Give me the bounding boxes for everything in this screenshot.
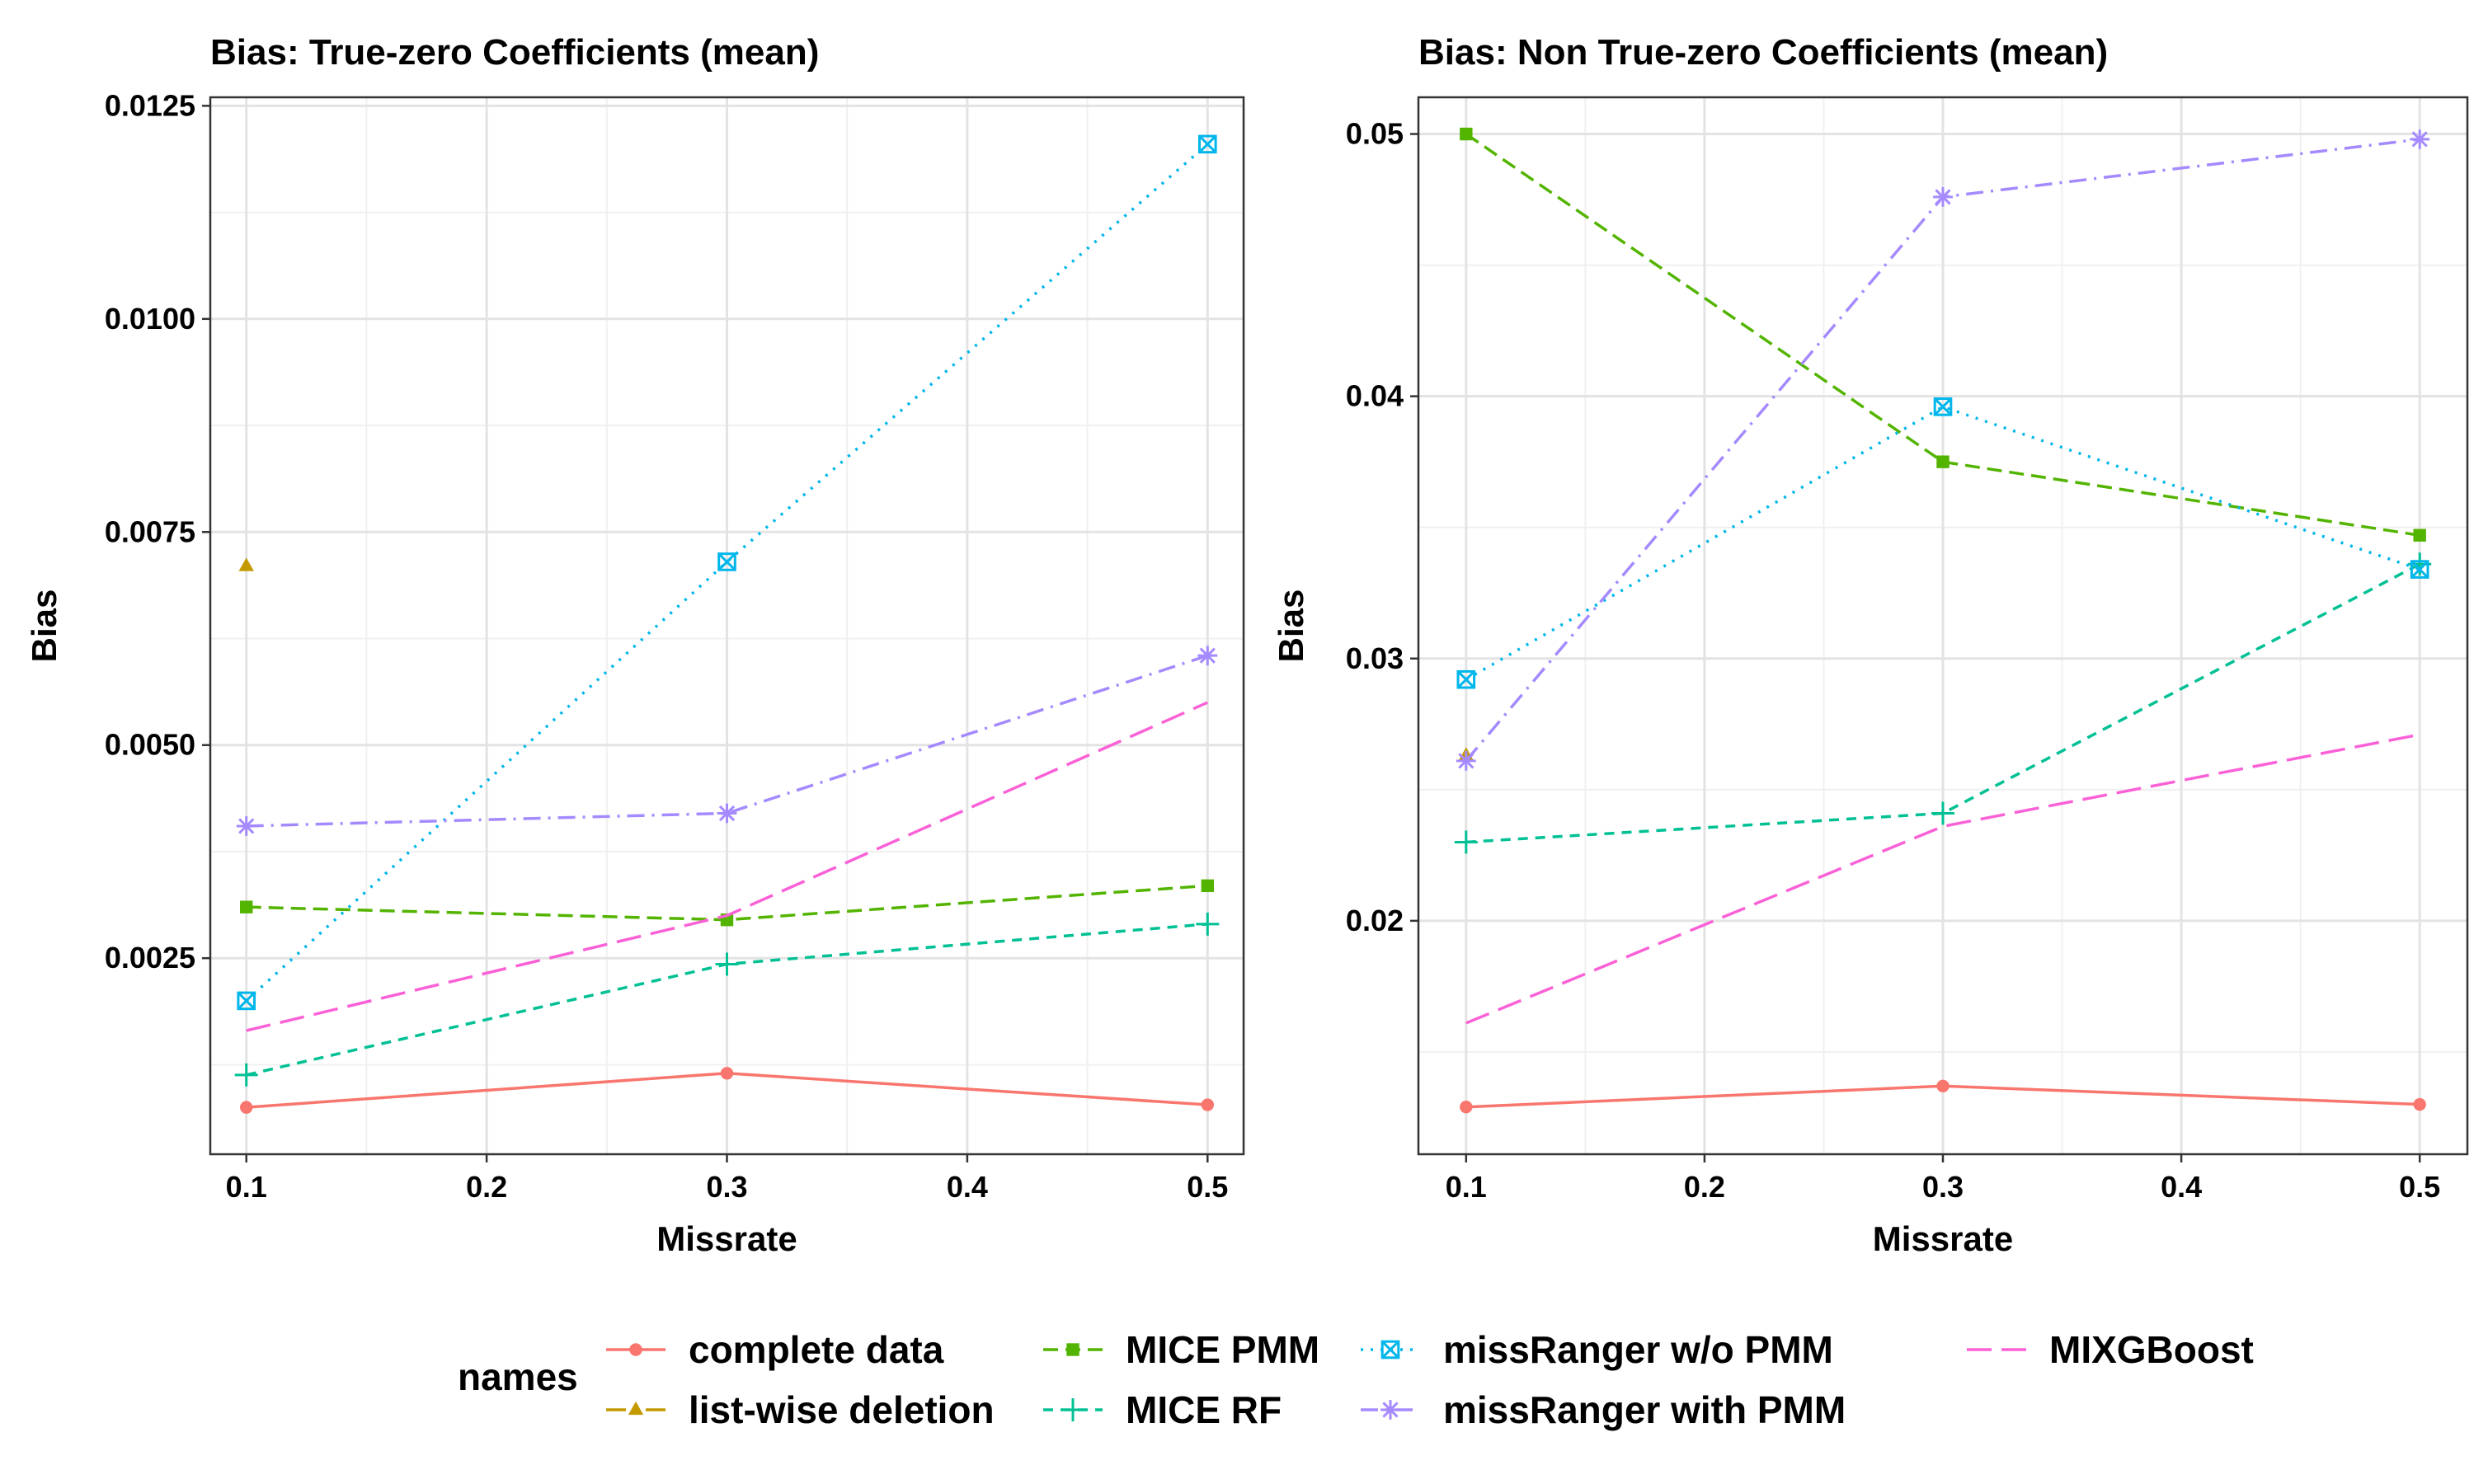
data-point xyxy=(1197,134,1217,154)
y-tick-label: 0.02 xyxy=(1346,904,1404,937)
data-point xyxy=(2413,1097,2426,1111)
grid xyxy=(1418,97,2467,1154)
legend-key-marker xyxy=(629,1343,642,1356)
data-point xyxy=(1196,912,1220,936)
y-axis-title: Bias xyxy=(1272,589,1310,663)
x-tick-label: 0.2 xyxy=(1684,1170,1725,1204)
y-tick-label: 0.0100 xyxy=(105,302,195,336)
legend-label: MICE RF xyxy=(1126,1388,1282,1431)
data-point xyxy=(1933,397,1953,416)
y-tick-label: 0.0025 xyxy=(105,941,195,974)
legend-label: missRanger w/o PMM xyxy=(1443,1328,1833,1371)
data-point xyxy=(1456,750,1476,771)
legend-item-complete-data: complete data xyxy=(606,1328,944,1371)
legend-item-mixgboost: MIXGBoost xyxy=(1967,1328,2254,1371)
legend-key-marker xyxy=(1380,1400,1400,1420)
series-complete-data xyxy=(240,1067,1214,1114)
x-axis-title: Missrate xyxy=(1873,1219,2013,1258)
series-missranger-w-o-pmm xyxy=(1456,397,2429,689)
series-missranger-w-o-pmm xyxy=(237,134,1217,1011)
x-tick-label: 0.2 xyxy=(466,1170,507,1204)
legend-key-marker xyxy=(1380,1340,1400,1360)
x-axis-title: Missrate xyxy=(656,1219,797,1258)
data-point xyxy=(237,991,256,1011)
series-line xyxy=(1465,733,2420,1025)
legend-label: MICE PMM xyxy=(1126,1328,1319,1371)
legend: names complete data list-wise deletion MIC… xyxy=(458,1328,2254,1431)
data-point xyxy=(1454,830,1478,854)
chart-title: Bias: True-zero Coefficients (mean) xyxy=(210,32,819,73)
y-tick-label: 0.0050 xyxy=(105,728,195,762)
data-point xyxy=(1197,646,1218,666)
x-tick-label: 0.1 xyxy=(1446,1170,1487,1204)
legend-key-marker xyxy=(1061,1398,1084,1421)
legend-key-marker xyxy=(628,1401,644,1416)
legend-label: list-wise deletion xyxy=(689,1388,995,1431)
series-complete-data xyxy=(1460,1079,2426,1114)
series-mixgboost xyxy=(1465,733,2420,1025)
panel-true-zero: 0.1 0.2 0.3 0.4 0.5 0.0025 0.0050 0.0075 0.0100 0… xyxy=(25,32,1245,1258)
legend-label: MIXGBoost xyxy=(2049,1328,2254,1371)
data-point xyxy=(1201,1098,1214,1111)
data-point xyxy=(1460,1101,1473,1114)
data-point xyxy=(1456,669,1476,689)
series-missranger-with-pmm xyxy=(236,646,1218,836)
panel-non-true-zero: 0.1 0.2 0.3 0.4 0.5 0.02 0.03 0.04 0.05 Bias: Non… xyxy=(1272,32,2469,1258)
legend-title: names xyxy=(458,1355,578,1398)
data-point xyxy=(717,552,736,571)
x-tick-label: 0.4 xyxy=(947,1170,988,1204)
data-point xyxy=(238,557,254,571)
y-tick-label: 0.03 xyxy=(1346,641,1404,675)
data-point xyxy=(717,803,737,824)
legend-item-mice-pmm: MICE PMM xyxy=(1043,1328,1319,1371)
data-point xyxy=(234,1063,258,1087)
y-tick-label: 0.04 xyxy=(1346,379,1404,413)
legend-label: missRanger with PMM xyxy=(1443,1388,1846,1431)
chart-title: Bias: Non True-zero Coefficients (mean) xyxy=(1418,32,2108,73)
data-point xyxy=(1460,127,1473,141)
series-missranger-with-pmm xyxy=(1456,129,2430,771)
series-group xyxy=(1454,127,2432,1114)
series-mice-rf xyxy=(1454,552,2432,854)
data-point xyxy=(1933,186,1953,207)
data-point xyxy=(2410,560,2429,579)
data-point xyxy=(2410,129,2430,149)
x-tick-label: 0.4 xyxy=(2161,1170,2202,1204)
data-point xyxy=(1936,455,1950,468)
x-tick-label: 0.5 xyxy=(2399,1170,2440,1204)
legend-item-missranger-with-pmm: missRanger with PMM xyxy=(1361,1388,1846,1431)
y-tick-label: 0.05 xyxy=(1346,117,1404,151)
data-point xyxy=(1201,879,1214,893)
x-tick-label: 0.1 xyxy=(226,1170,267,1204)
x-tick-label: 0.3 xyxy=(706,1170,747,1204)
series-mice-rf xyxy=(234,912,1220,1087)
series-mice-pmm xyxy=(240,879,1214,927)
legend-item-list-wise-deletion: list-wise deletion xyxy=(606,1388,995,1431)
legend-key-marker xyxy=(1066,1343,1079,1356)
data-point xyxy=(2413,528,2426,542)
x-tick-label: 0.5 xyxy=(1187,1170,1228,1204)
data-point xyxy=(240,1101,253,1114)
data-point xyxy=(720,1067,734,1080)
series-mixgboost xyxy=(246,701,1209,1032)
x-tick-label: 0.3 xyxy=(1922,1170,1964,1204)
series-mice-pmm xyxy=(1460,127,2426,542)
data-point xyxy=(1936,1079,1950,1092)
series-line xyxy=(246,701,1209,1032)
data-point xyxy=(236,816,256,836)
series-group xyxy=(234,134,1220,1114)
legend-item-mice-rf: MICE RF xyxy=(1043,1388,1282,1431)
y-tick-label: 0.0075 xyxy=(105,514,195,548)
legend-item-missranger-w-o-pmm: missRanger w/o PMM xyxy=(1361,1328,1833,1371)
series-line xyxy=(1465,562,2420,844)
series-list-wise-deletion xyxy=(238,557,254,571)
y-tick-label: 0.0125 xyxy=(105,88,195,122)
series-line xyxy=(1465,133,2420,537)
data-point xyxy=(240,900,253,913)
data-point xyxy=(1931,801,1954,825)
legend-label: complete data xyxy=(689,1328,944,1371)
y-axis-title: Bias xyxy=(25,589,63,663)
data-point xyxy=(715,952,739,976)
